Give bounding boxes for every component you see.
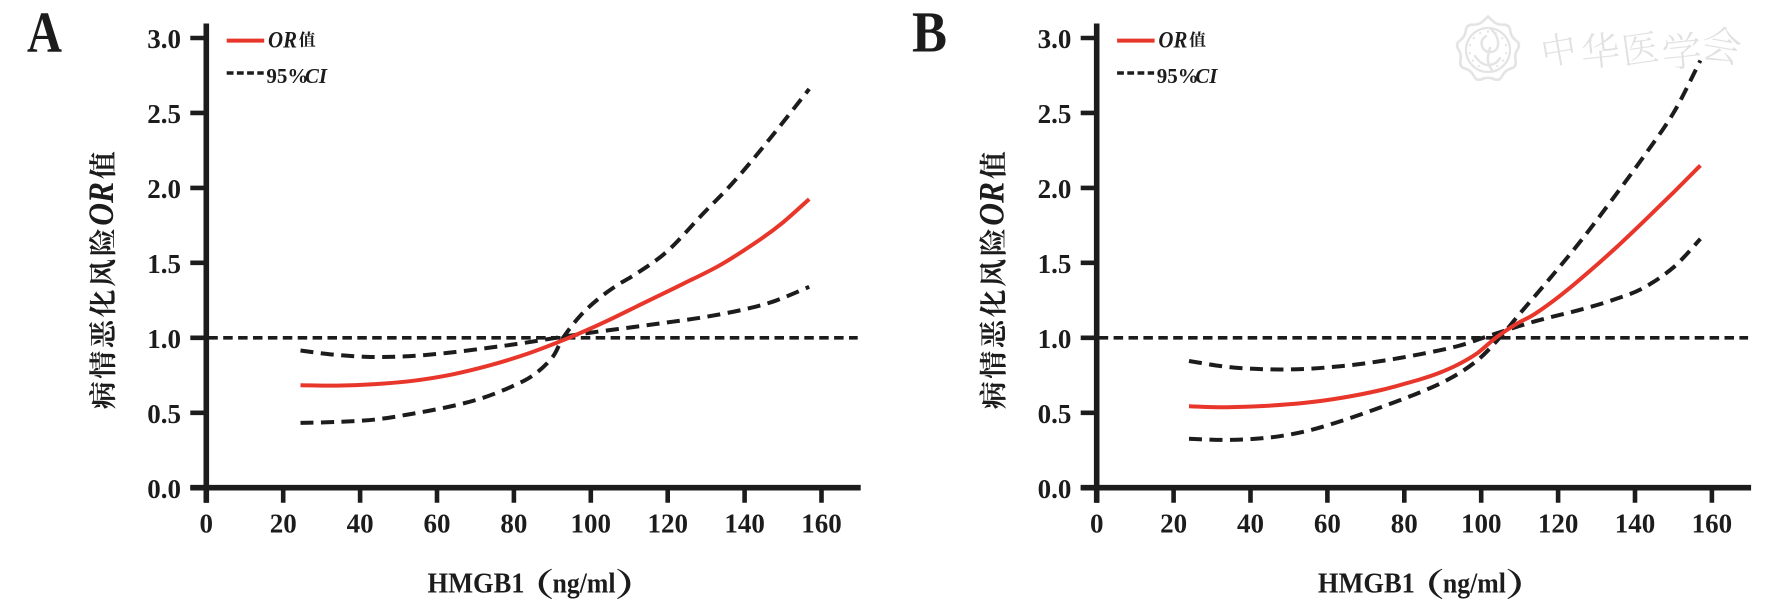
svg-text:0.5: 0.5: [147, 399, 181, 429]
svg-text:1.0: 1.0: [147, 324, 181, 354]
svg-text:140: 140: [1615, 509, 1656, 539]
svg-text:1.5: 1.5: [147, 249, 181, 279]
svg-text:160: 160: [801, 509, 842, 539]
svg-text:0.0: 0.0: [1038, 474, 1072, 504]
svg-text:80: 80: [1391, 509, 1418, 539]
svg-text:ng/ml: ng/ml: [553, 568, 616, 599]
svg-text:20: 20: [270, 509, 297, 539]
svg-text:ng/ml: ng/ml: [1443, 568, 1506, 599]
svg-text:20: 20: [1160, 509, 1187, 539]
svg-text:60: 60: [424, 509, 451, 539]
svg-text:A: A: [27, 0, 62, 65]
svg-text:B: B: [912, 0, 947, 65]
svg-text:OR: OR: [1158, 27, 1187, 52]
svg-text:CI: CI: [1195, 64, 1218, 88]
svg-text:2.5: 2.5: [1038, 99, 1072, 129]
svg-text:40: 40: [1237, 509, 1264, 539]
svg-text:HMGB1: HMGB1: [428, 568, 525, 599]
svg-text:OR: OR: [81, 182, 121, 226]
svg-text:1.0: 1.0: [1038, 324, 1072, 354]
svg-text:120: 120: [647, 509, 688, 539]
svg-text:140: 140: [724, 509, 765, 539]
svg-text:120: 120: [1538, 509, 1579, 539]
svg-text:100: 100: [571, 509, 612, 539]
svg-text:0: 0: [200, 509, 214, 539]
svg-text:2.0: 2.0: [147, 174, 181, 204]
svg-text:HMGB1: HMGB1: [1318, 568, 1415, 599]
svg-text:OR: OR: [268, 27, 297, 52]
svg-text:2.0: 2.0: [1038, 174, 1072, 204]
svg-text:160: 160: [1692, 509, 1733, 539]
svg-text:80: 80: [500, 509, 527, 539]
svg-text:40: 40: [347, 509, 374, 539]
svg-text:0: 0: [1090, 509, 1104, 539]
svg-text:3.0: 3.0: [1038, 24, 1072, 54]
svg-text:2.5: 2.5: [147, 99, 181, 129]
svg-text:CI: CI: [305, 64, 328, 88]
svg-text:0.0: 0.0: [147, 474, 181, 504]
svg-text:3.0: 3.0: [147, 24, 181, 54]
svg-text:1.5: 1.5: [1038, 249, 1072, 279]
svg-text:OR: OR: [971, 182, 1011, 226]
svg-text:0.5: 0.5: [1038, 399, 1072, 429]
svg-text:95%: 95%: [266, 64, 308, 88]
svg-text:95%: 95%: [1157, 64, 1199, 88]
svg-text:100: 100: [1461, 509, 1502, 539]
svg-text:60: 60: [1314, 509, 1341, 539]
